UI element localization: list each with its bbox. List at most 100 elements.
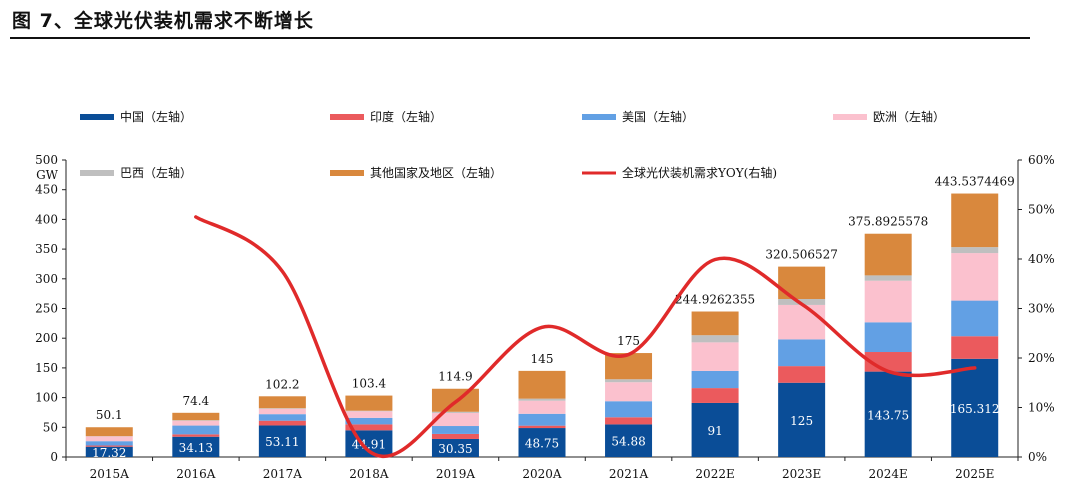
y-right-tick-label: 50% <box>1028 203 1055 217</box>
bar-segment-0 <box>431 438 479 457</box>
x-tick-label: 2020A <box>522 467 562 481</box>
y-left-tick-label: 450 <box>35 183 58 197</box>
legend-label-series-4: 巴西（左轴） <box>120 165 192 180</box>
bar-segment-5 <box>951 193 999 248</box>
x-tick-label: 2023E <box>782 467 821 481</box>
y-right-tick-label: 30% <box>1028 302 1055 316</box>
bar-segment-2 <box>605 401 653 418</box>
legend-swatch-series-2 <box>582 114 616 120</box>
bar-segment-5 <box>691 311 739 336</box>
legend-label-series-2: 美国（左轴） <box>622 109 694 124</box>
bar-segment-4 <box>864 275 912 281</box>
bar-segment-0 <box>778 382 826 457</box>
y-right-tick-label: 0% <box>1028 450 1047 464</box>
legend-swatch-series-3 <box>833 114 867 120</box>
legend-swatch-series-0 <box>80 114 114 120</box>
bar-segment-5 <box>518 370 566 399</box>
bar-total-label: 375.8925578 <box>848 215 928 229</box>
bar-segment-3 <box>518 400 566 414</box>
bar-total-label: 244.9262355 <box>675 293 755 307</box>
y-right-tick-label: 20% <box>1028 351 1055 365</box>
bar-segment-0 <box>691 402 739 457</box>
bar-inner-label: 53.11 <box>265 435 299 449</box>
bar-segment-1 <box>85 445 133 447</box>
y-right-tick-label: 40% <box>1028 252 1055 266</box>
bar-inner-label: 34.13 <box>179 441 213 455</box>
x-tick-label: 2016A <box>176 467 216 481</box>
bar-total-label: 175 <box>617 334 640 348</box>
bar-segment-1 <box>605 417 653 425</box>
bar-segment-1 <box>778 366 826 383</box>
bar-segment-4 <box>172 420 220 421</box>
bar-total-label: 74.4 <box>182 394 209 408</box>
bar-total-label: 320.506527 <box>765 248 838 262</box>
x-tick-label: 2022E <box>695 467 734 481</box>
bar-inner-label: 54.88 <box>611 435 645 449</box>
y-left-tick-label: 350 <box>35 242 58 256</box>
bar-segment-4 <box>605 379 653 383</box>
x-tick-label: 2021A <box>609 467 649 481</box>
bar-segment-3 <box>85 436 133 442</box>
bar-segment-4 <box>691 335 739 343</box>
y-left-unit: GW <box>36 168 59 182</box>
bar-segment-3 <box>431 412 479 427</box>
bar-segment-3 <box>778 304 826 340</box>
bar-segment-2 <box>431 426 479 434</box>
bar-segment-2 <box>345 417 393 425</box>
bar-total-label: 50.1 <box>96 408 123 422</box>
bar-segment-5 <box>172 412 220 421</box>
bar-segment-3 <box>864 280 912 323</box>
y-left-tick-label: 0 <box>50 450 58 464</box>
bar-inner-label: 125 <box>790 414 813 428</box>
legend-label-series-0: 中国（左轴） <box>120 109 192 124</box>
x-tick-label: 2015A <box>90 467 130 481</box>
bar-segment-1 <box>172 434 220 437</box>
y-right-tick-label: 10% <box>1028 401 1055 415</box>
bar-segment-3 <box>951 253 999 301</box>
bar-total-label: 114.9 <box>438 370 472 384</box>
bar-inner-label: 48.75 <box>525 437 559 451</box>
bar-total-label: 443.5374469 <box>935 175 1015 189</box>
bar-segment-2 <box>172 425 220 435</box>
bar-segment-2 <box>951 300 999 337</box>
bar-segment-3 <box>605 382 653 402</box>
y-right-tick-label: 60% <box>1028 153 1055 167</box>
bar-total-label: 145 <box>531 352 554 366</box>
bar-segment-4 <box>518 398 566 401</box>
bar-segment-2 <box>691 370 739 389</box>
bar-segment-2 <box>778 339 826 367</box>
bar-segment-3 <box>691 342 739 371</box>
bar-segment-2 <box>85 441 133 446</box>
bar-segment-0 <box>258 425 306 457</box>
yoy-line <box>194 215 977 459</box>
bar-segment-4 <box>258 408 306 409</box>
bar-inner-label: 30.35 <box>438 442 472 456</box>
legend-swatch-series-1 <box>330 114 364 120</box>
bar-segment-2 <box>518 413 566 426</box>
figure-title: 图 7、全球光伏装机需求不断增长 <box>12 10 314 32</box>
bar-segment-1 <box>345 424 393 431</box>
bar-segment-3 <box>172 420 220 426</box>
y-left-tick-label: 300 <box>35 272 58 286</box>
bar-segment-1 <box>431 433 479 439</box>
bar-segment-2 <box>864 322 912 353</box>
y-left-tick-label: 150 <box>35 361 58 375</box>
y-left-tick-label: 500 <box>35 153 58 167</box>
x-tick-label: 2019A <box>436 467 476 481</box>
bar-inner-label: 165.312 <box>950 402 1000 416</box>
legend-label-yoy: 全球光伏装机需求YOY(右轴) <box>622 165 777 180</box>
bar-inner-label: 91 <box>707 424 722 438</box>
legend-label-series-3: 欧洲（左轴） <box>873 109 945 124</box>
x-tick-label: 2024E <box>869 467 908 481</box>
bar-inner-label: 17.32 <box>92 446 126 460</box>
title-rule <box>10 37 1030 39</box>
legend-swatch-series-5 <box>330 170 364 176</box>
bar-segment-3 <box>258 408 306 415</box>
bar-segment-5 <box>345 395 393 411</box>
bar-total-label: 102.2 <box>265 377 299 391</box>
y-left-tick-label: 250 <box>35 302 58 316</box>
y-left-tick-label: 400 <box>35 212 58 226</box>
bar-segment-5 <box>85 427 133 437</box>
legend-label-series-5: 其他国家及地区（左轴） <box>370 165 502 180</box>
